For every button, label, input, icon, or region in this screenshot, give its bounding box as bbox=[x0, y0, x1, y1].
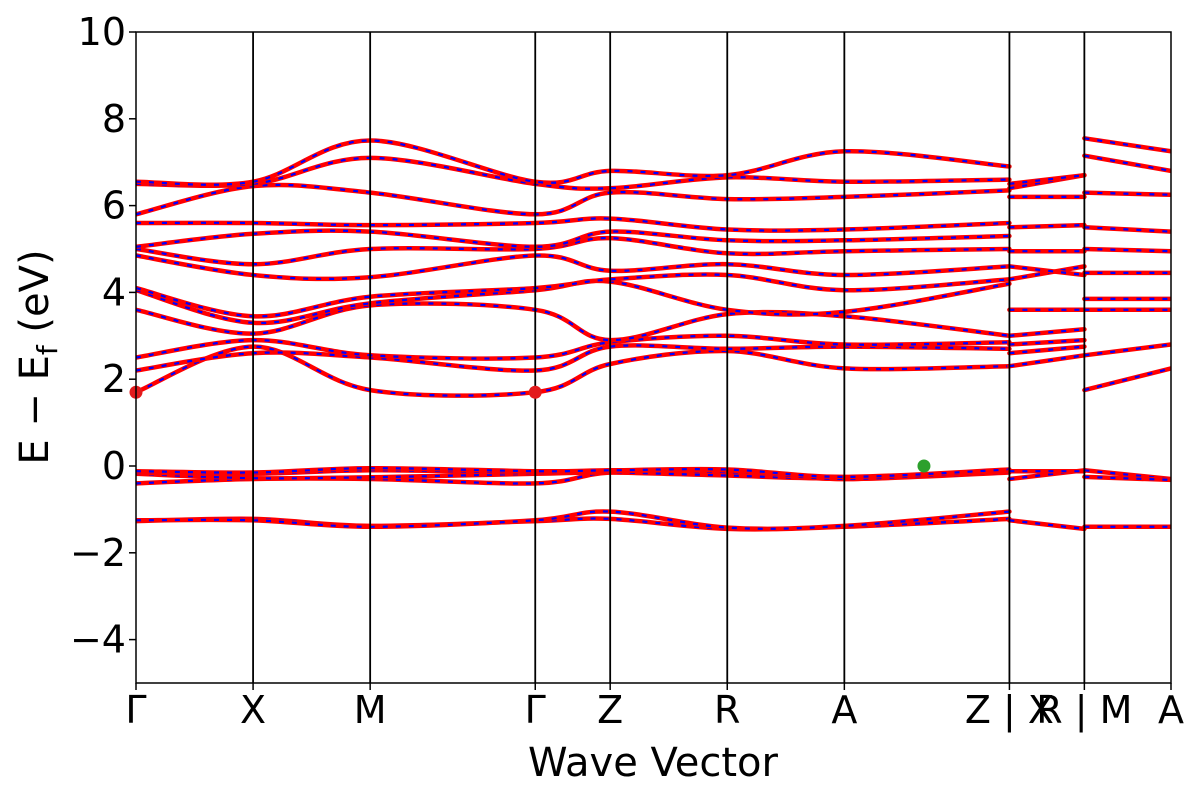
band-line-overlay bbox=[1084, 191, 1171, 196]
band-line bbox=[1007, 172, 1087, 187]
band-line-overlay bbox=[136, 156, 1010, 190]
x-axis-ticks: Γ X M Γ Z R A Z | XR | M A bbox=[125, 683, 1184, 733]
y-tick-label: 4 bbox=[102, 270, 126, 314]
band-line-overlay bbox=[136, 229, 1010, 248]
band-line-overlay bbox=[1084, 137, 1171, 153]
y-tick-label: 0 bbox=[102, 444, 126, 488]
x-tick-label: R | M bbox=[1036, 688, 1132, 733]
y-tick-label: −4 bbox=[70, 618, 126, 662]
y-tick-label: −2 bbox=[70, 531, 126, 575]
y-tick-label: 6 bbox=[102, 184, 126, 228]
x-tick-label: Z | X bbox=[965, 688, 1054, 733]
x-axis-title: Wave Vector bbox=[528, 740, 779, 786]
y-axis-title-main: E − E bbox=[12, 355, 58, 465]
plot-frame bbox=[135, 31, 1172, 684]
band-line-overlay bbox=[136, 217, 1010, 232]
y-tick-label: 2 bbox=[102, 357, 126, 401]
band-line-overlay bbox=[1084, 367, 1171, 392]
band-line-overlay bbox=[1084, 154, 1171, 172]
y-tick-label: 8 bbox=[102, 97, 126, 141]
x-tick-label: A bbox=[831, 688, 857, 732]
band-line-overlay bbox=[1084, 343, 1171, 357]
x-tick-label: A bbox=[1158, 688, 1184, 732]
band-line bbox=[1007, 518, 1087, 532]
band-line bbox=[1007, 222, 1087, 230]
band-line bbox=[1007, 264, 1087, 278]
band-line-overlay bbox=[136, 302, 1010, 342]
band-line-overlay bbox=[1084, 469, 1171, 481]
band-line bbox=[136, 138, 1012, 187]
y-axis-title-subscript: f bbox=[31, 344, 64, 355]
band-line-overlay bbox=[1084, 247, 1171, 253]
y-tick-label: 10 bbox=[78, 10, 126, 54]
band-line-overlay bbox=[136, 334, 1010, 360]
band-line-overlay bbox=[136, 236, 1010, 266]
band-line-overlay bbox=[136, 467, 1010, 479]
band-extremum-marker bbox=[528, 385, 542, 399]
x-tick-label: X bbox=[240, 688, 266, 732]
x-tick-label: Γ bbox=[525, 688, 546, 732]
band-line bbox=[1007, 337, 1087, 347]
band-line bbox=[1007, 344, 1087, 356]
x-tick-label: Γ bbox=[125, 688, 146, 732]
y-axis-title: E − Ef (eV) bbox=[12, 249, 64, 464]
band-line-overlay bbox=[136, 510, 1010, 530]
y-axis-title-unit: (eV) bbox=[12, 249, 58, 345]
band-line bbox=[1007, 327, 1087, 339]
x-tick-label: Z bbox=[597, 688, 623, 732]
band-line-overlay bbox=[136, 470, 1010, 480]
band-extremum-marker bbox=[917, 459, 931, 473]
x-tick-label: M bbox=[354, 688, 387, 732]
x-tick-label: R bbox=[714, 688, 740, 732]
band-line bbox=[1007, 353, 1087, 369]
band-line-overlay bbox=[136, 344, 1010, 372]
y-axis-ticks: −4 −2 0 2 4 6 8 10 bbox=[70, 10, 136, 662]
band-line-overlay bbox=[136, 254, 1010, 281]
high-symmetry-lines bbox=[252, 32, 1086, 683]
band-line-overlay bbox=[1084, 475, 1171, 481]
band-line-overlay bbox=[1084, 226, 1171, 233]
